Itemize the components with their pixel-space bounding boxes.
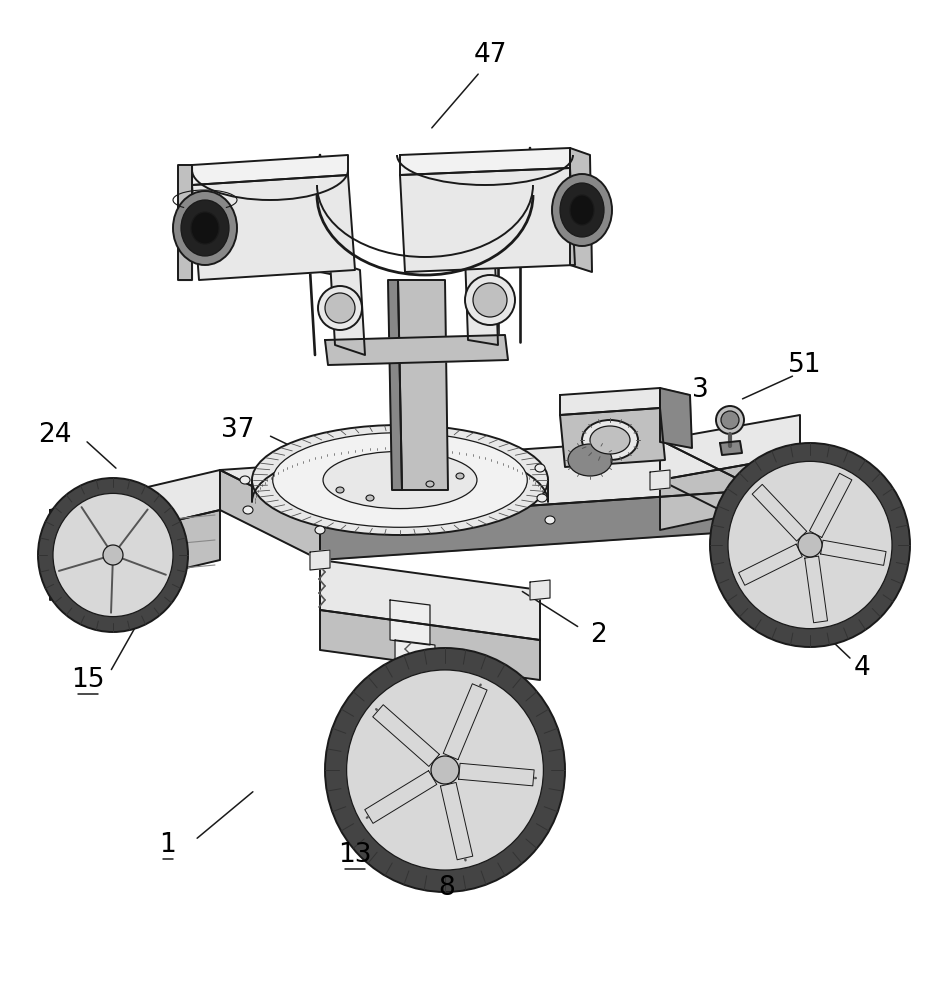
- Ellipse shape: [38, 478, 188, 632]
- Ellipse shape: [365, 495, 374, 501]
- Polygon shape: [325, 335, 508, 365]
- Polygon shape: [310, 550, 329, 570]
- Polygon shape: [388, 280, 401, 490]
- Polygon shape: [659, 415, 800, 480]
- Ellipse shape: [314, 526, 325, 534]
- Ellipse shape: [318, 286, 362, 330]
- Ellipse shape: [243, 506, 253, 514]
- Text: 1: 1: [160, 832, 177, 858]
- Polygon shape: [320, 560, 539, 640]
- Polygon shape: [819, 540, 885, 565]
- Polygon shape: [177, 165, 192, 280]
- Ellipse shape: [173, 191, 237, 265]
- Polygon shape: [443, 684, 486, 760]
- Ellipse shape: [720, 411, 738, 429]
- Ellipse shape: [797, 533, 821, 557]
- Ellipse shape: [551, 174, 612, 246]
- Ellipse shape: [252, 425, 548, 535]
- Polygon shape: [569, 148, 591, 272]
- Ellipse shape: [273, 433, 527, 527]
- Ellipse shape: [709, 443, 909, 647]
- Polygon shape: [65, 543, 165, 592]
- Polygon shape: [399, 168, 574, 272]
- Ellipse shape: [456, 473, 464, 479]
- Text: 51: 51: [787, 352, 821, 378]
- Ellipse shape: [426, 481, 433, 487]
- Ellipse shape: [430, 756, 459, 784]
- Text: 8: 8: [438, 875, 455, 901]
- Polygon shape: [659, 388, 691, 448]
- Polygon shape: [464, 255, 497, 345]
- Ellipse shape: [716, 406, 743, 434]
- Polygon shape: [560, 408, 665, 467]
- Ellipse shape: [103, 545, 123, 565]
- Polygon shape: [220, 440, 759, 520]
- Polygon shape: [719, 441, 741, 455]
- Polygon shape: [395, 640, 434, 670]
- Text: 3: 3: [691, 377, 708, 403]
- Ellipse shape: [325, 293, 355, 323]
- Polygon shape: [329, 260, 364, 355]
- Ellipse shape: [545, 516, 554, 524]
- Polygon shape: [192, 155, 347, 185]
- Polygon shape: [390, 600, 430, 645]
- Ellipse shape: [323, 451, 477, 509]
- Polygon shape: [659, 440, 759, 530]
- Ellipse shape: [191, 212, 219, 244]
- Ellipse shape: [53, 493, 173, 617]
- Ellipse shape: [346, 670, 543, 870]
- Polygon shape: [397, 280, 447, 490]
- Ellipse shape: [727, 461, 891, 629]
- Text: 15: 15: [71, 667, 105, 693]
- Polygon shape: [399, 148, 569, 175]
- Polygon shape: [220, 470, 320, 560]
- Polygon shape: [659, 455, 800, 530]
- Ellipse shape: [536, 494, 547, 502]
- Polygon shape: [560, 388, 659, 415]
- Text: 4: 4: [852, 655, 869, 681]
- Ellipse shape: [589, 426, 630, 454]
- Polygon shape: [50, 470, 220, 550]
- Ellipse shape: [534, 464, 545, 472]
- Polygon shape: [320, 490, 759, 560]
- Polygon shape: [440, 782, 472, 860]
- Polygon shape: [372, 705, 439, 766]
- Polygon shape: [751, 484, 806, 541]
- Polygon shape: [458, 763, 533, 786]
- Text: 37: 37: [221, 417, 255, 443]
- Ellipse shape: [569, 195, 594, 225]
- Ellipse shape: [582, 420, 637, 460]
- Polygon shape: [530, 580, 549, 600]
- Ellipse shape: [473, 283, 507, 317]
- Polygon shape: [364, 771, 436, 823]
- Polygon shape: [649, 470, 669, 490]
- Text: 47: 47: [473, 42, 506, 68]
- Ellipse shape: [325, 648, 565, 892]
- Text: 2: 2: [589, 622, 606, 648]
- Ellipse shape: [464, 275, 514, 325]
- Text: 13: 13: [338, 842, 371, 868]
- Ellipse shape: [567, 444, 612, 476]
- Polygon shape: [738, 544, 801, 585]
- Text: 24: 24: [38, 422, 72, 448]
- Ellipse shape: [240, 476, 250, 484]
- Polygon shape: [50, 510, 220, 600]
- Ellipse shape: [336, 487, 344, 493]
- Polygon shape: [192, 175, 355, 280]
- Polygon shape: [809, 473, 851, 537]
- Polygon shape: [65, 518, 165, 567]
- Ellipse shape: [181, 200, 228, 256]
- Ellipse shape: [560, 183, 603, 237]
- Polygon shape: [320, 610, 539, 680]
- Polygon shape: [804, 556, 827, 623]
